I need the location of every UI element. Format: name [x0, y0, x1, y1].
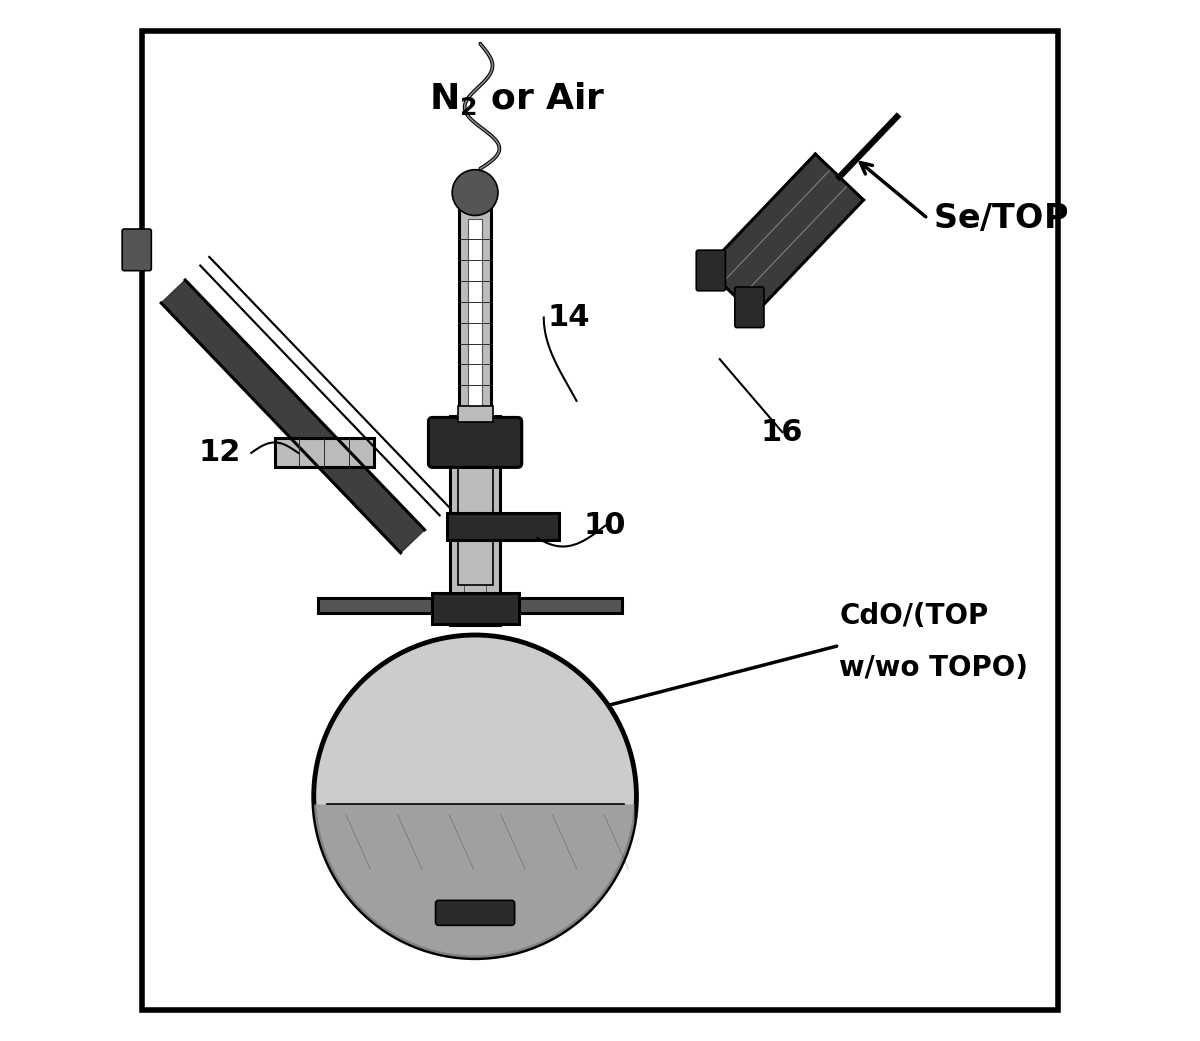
FancyBboxPatch shape: [436, 900, 515, 925]
FancyBboxPatch shape: [428, 417, 522, 467]
Bar: [450, 416, 500, 625]
Text: CdO/(TOP: CdO/(TOP: [840, 602, 989, 630]
Polygon shape: [706, 154, 864, 314]
FancyBboxPatch shape: [734, 287, 764, 328]
Text: $\mathbf{Se/TOP}$: $\mathbf{Se/TOP}$: [934, 202, 1068, 235]
Text: 16: 16: [761, 417, 804, 447]
Bar: [142, 31, 1058, 1010]
Bar: [275, 438, 373, 467]
Circle shape: [452, 170, 498, 215]
FancyBboxPatch shape: [696, 250, 726, 290]
Circle shape: [313, 635, 636, 958]
Text: w/wo TOPO): w/wo TOPO): [840, 654, 1028, 682]
Text: $\mathbf{N_2}$ $\mathbf{or\ Air}$: $\mathbf{N_2}$ $\mathbf{or\ Air}$: [428, 80, 605, 118]
Bar: [318, 599, 433, 613]
Polygon shape: [161, 280, 425, 553]
FancyBboxPatch shape: [446, 513, 558, 540]
Bar: [517, 599, 622, 613]
FancyBboxPatch shape: [432, 592, 518, 624]
FancyBboxPatch shape: [122, 229, 151, 271]
Bar: [457, 406, 492, 422]
Polygon shape: [314, 805, 635, 958]
Bar: [468, 219, 482, 406]
Bar: [460, 208, 491, 416]
Text: 12: 12: [199, 438, 241, 467]
Text: 14: 14: [547, 303, 590, 332]
Bar: [457, 468, 492, 585]
Text: 10: 10: [584, 511, 626, 540]
